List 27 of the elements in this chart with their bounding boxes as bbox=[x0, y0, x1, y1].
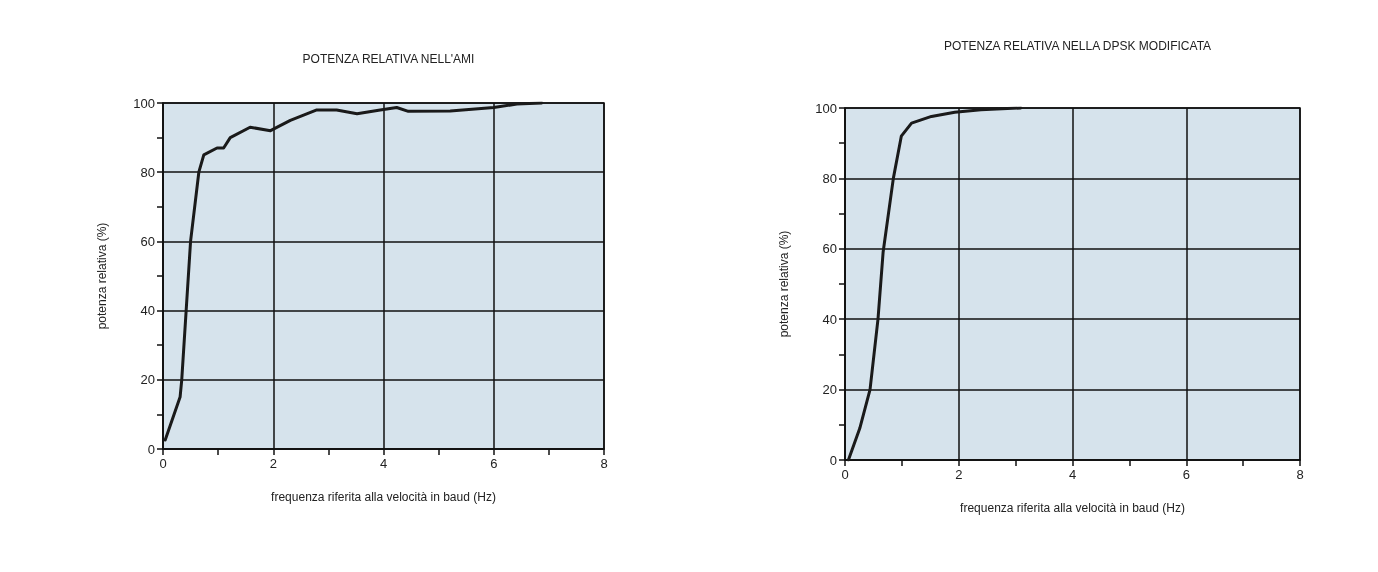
y-axis-title: potenza relativa (%) bbox=[777, 230, 791, 338]
x-tick-label: 6 bbox=[490, 456, 498, 471]
y-tick-label: 80 bbox=[822, 170, 837, 186]
y-tick-label: 100 bbox=[133, 95, 155, 111]
y-tick-label: 40 bbox=[822, 311, 837, 327]
chart-title: POTENZA RELATIVA NELLA DPSK MODIFICATA bbox=[943, 39, 1212, 53]
y-tick-label: 20 bbox=[140, 372, 155, 388]
y-tick-label: 0 bbox=[147, 441, 155, 457]
x-tick-label: 0 bbox=[159, 456, 167, 471]
y-tick-label: 60 bbox=[822, 241, 837, 257]
x-tick-label: 6 bbox=[1182, 467, 1190, 482]
x-tick-label: 4 bbox=[379, 456, 388, 471]
y-tick-label: 80 bbox=[140, 164, 155, 180]
y-tick-label: 60 bbox=[140, 233, 155, 249]
y-tick-label: 40 bbox=[140, 303, 155, 319]
x-axis-title: frequenza riferita alla velocità in baud (Hz) bbox=[271, 490, 496, 504]
x-tick-label: 0 bbox=[841, 467, 849, 482]
y-tick-label: 100 bbox=[815, 100, 837, 116]
x-tick-label: 4 bbox=[1068, 467, 1077, 482]
y-axis-title: potenza relativa (%) bbox=[95, 222, 109, 330]
x-tick-label: 8 bbox=[600, 456, 608, 471]
x-axis-title: frequenza riferita alla velocità in baud (Hz) bbox=[960, 501, 1185, 515]
y-tick-label: 20 bbox=[822, 382, 837, 398]
x-tick-label: 2 bbox=[269, 456, 277, 471]
x-tick-label: 8 bbox=[1296, 467, 1304, 482]
x-tick-label: 2 bbox=[955, 467, 963, 482]
chart-title: POTENZA RELATIVA NELL'AMI bbox=[302, 52, 475, 66]
